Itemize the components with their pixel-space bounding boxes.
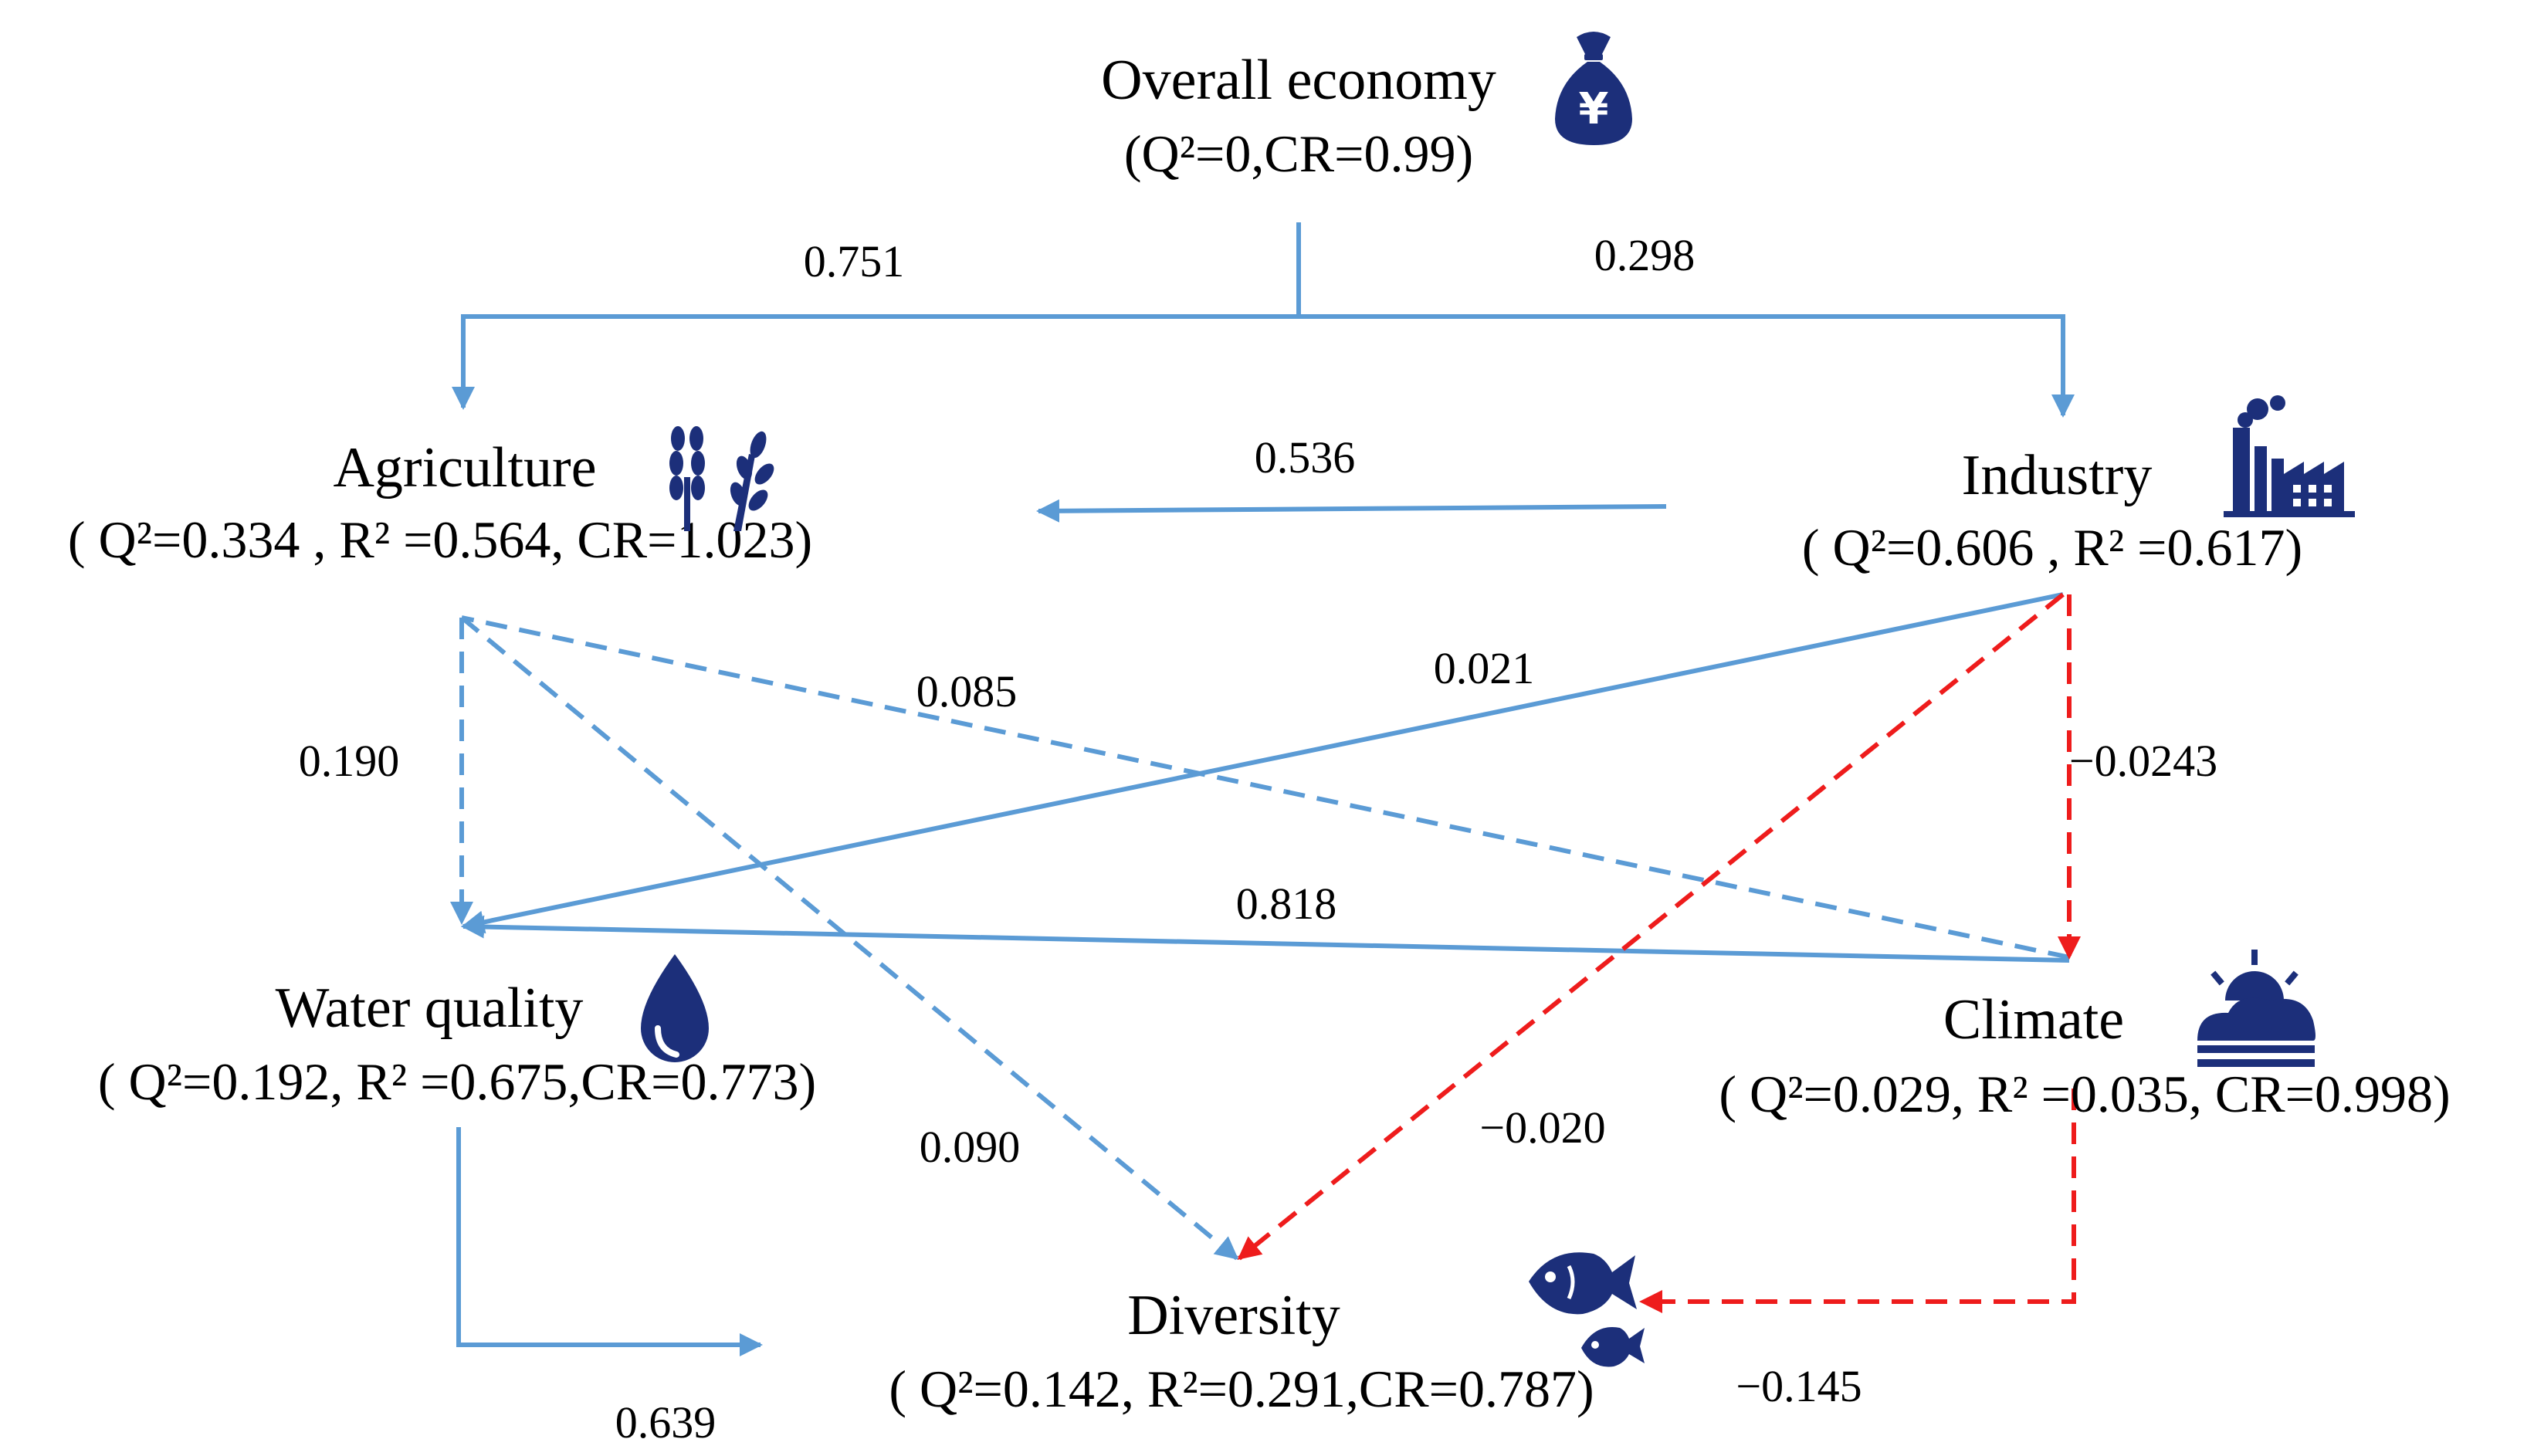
coef-industry-agriculture: 0.536 — [1255, 432, 1356, 483]
node-title-economy: Overall economy — [1101, 49, 1496, 112]
node-industry: Industry ( Q²=0.606 , R² =0.617) — [1802, 395, 2355, 577]
edge-water-diversity — [456, 1127, 763, 1356]
coef-economy-industry: 0.298 — [1594, 230, 1696, 280]
coef-agriculture-water: 0.190 — [299, 736, 400, 786]
coef-industry-climate: −0.0243 — [2069, 736, 2217, 786]
node-stats-climate: ( Q²=0.029, R² =0.035, CR=0.998) — [1719, 1065, 2450, 1123]
node-title-industry: Industry — [1962, 444, 2153, 507]
node-title-climate: Climate — [1943, 988, 2124, 1051]
edge-economy-agriculture — [452, 222, 1301, 410]
edge-industry-water — [461, 592, 2064, 934]
coef-industry-diversity: −0.020 — [1479, 1102, 1605, 1153]
node-title-water: Water quality — [276, 977, 584, 1040]
node-agriculture: Agriculture ( Q²=0.334 , R² =0.564, CR=1… — [68, 426, 812, 569]
edge-climate-water — [461, 915, 2070, 963]
node-stats-diversity: ( Q²=0.142, R²=0.291,CR=0.787) — [889, 1359, 1594, 1418]
node-title-diversity: Diversity — [1127, 1284, 1340, 1347]
node-water-quality: Water quality ( Q²=0.192, R² =0.675,CR=0… — [98, 954, 816, 1111]
node-overall-economy: Overall economy (Q²=0,CR=0.99) ¥ — [1101, 32, 1632, 183]
coef-climate-water: 0.818 — [1236, 879, 1337, 929]
node-stats-water: ( Q²=0.192, R² =0.675,CR=0.773) — [98, 1052, 816, 1111]
sun-cloud-icon — [2197, 950, 2315, 1067]
node-stats-industry: ( Q²=0.606 , R² =0.617) — [1802, 518, 2302, 577]
water-drop-icon — [641, 954, 709, 1062]
wheat-icon — [669, 426, 774, 531]
edge-industry-diversity — [1237, 592, 2065, 1261]
edge-climate-agriculture — [461, 615, 2070, 960]
yen-glyph: ¥ — [1579, 84, 1609, 134]
node-diversity: Diversity ( Q²=0.142, R²=0.291,CR=0.787) — [889, 1252, 1645, 1418]
node-stats-economy: (Q²=0,CR=0.99) — [1124, 124, 1473, 183]
coef-water-diversity: 0.639 — [615, 1397, 716, 1448]
node-stats-agriculture: ( Q²=0.334 , R² =0.564, CR=1.023) — [68, 510, 812, 569]
fish-icon — [1529, 1252, 1645, 1367]
coef-agriculture-diversity: 0.090 — [920, 1122, 1021, 1172]
coef-economy-agriculture: 0.751 — [804, 236, 905, 286]
money-bag-icon: ¥ — [1555, 32, 1632, 145]
coef-industry-water: 0.021 — [1434, 643, 1535, 693]
node-title-agriculture: Agriculture — [333, 436, 596, 499]
edge-economy-industry — [1299, 314, 2075, 418]
factory-icon — [2224, 395, 2355, 517]
node-climate: Climate ( Q²=0.029, R² =0.035, CR=0.998) — [1719, 950, 2451, 1123]
edge-industry-agriculture — [1036, 499, 1667, 523]
edge-agriculture-diversity — [460, 615, 1239, 1261]
edge-climate-diversity — [1639, 1089, 2076, 1313]
coef-climate-agriculture: 0.085 — [916, 666, 1018, 716]
coef-climate-diversity: −0.145 — [1736, 1361, 1862, 1411]
